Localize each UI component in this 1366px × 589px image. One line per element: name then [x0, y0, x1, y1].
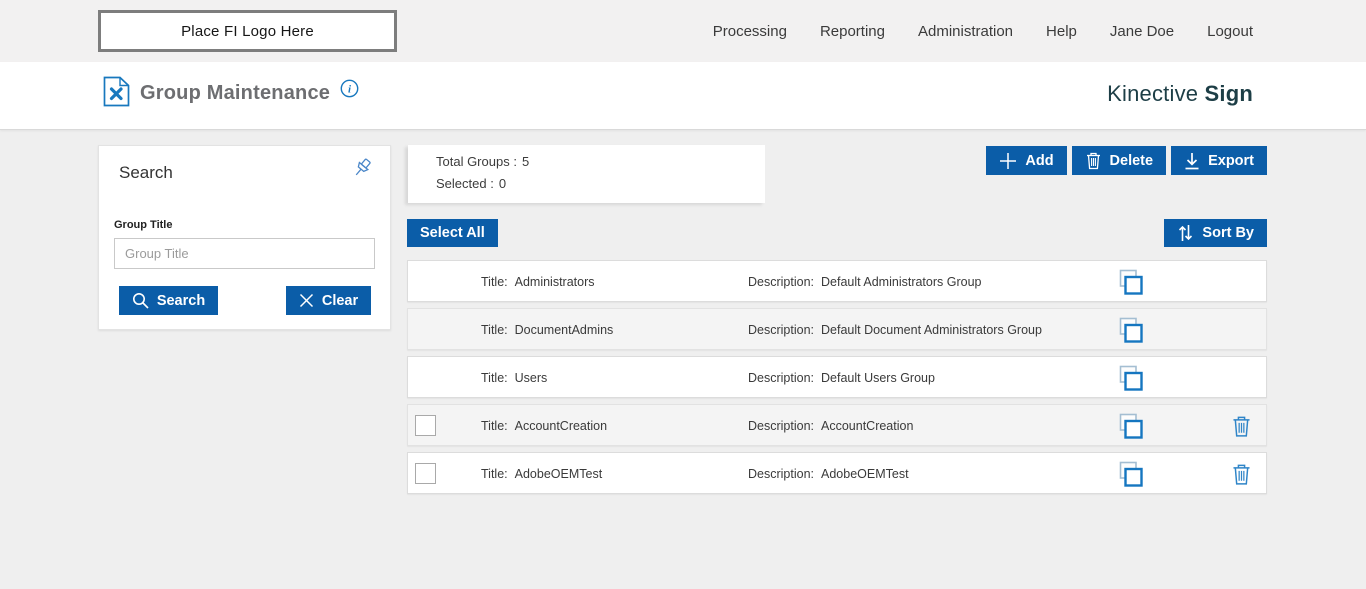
- select-all-button[interactable]: Select All: [407, 219, 498, 247]
- search-button[interactable]: Search: [119, 286, 218, 315]
- nav-item-logout[interactable]: Logout: [1207, 22, 1253, 40]
- copy-icon[interactable]: [1119, 365, 1144, 397]
- group-row: Title: AccountCreation Description: Accoun…: [407, 404, 1267, 446]
- description-label: Description:: [748, 419, 814, 433]
- copy-icon[interactable]: [1119, 413, 1144, 445]
- group-maintenance-icon: [103, 76, 130, 112]
- nav-item-processing[interactable]: Processing: [712, 22, 787, 40]
- sort-icon: [1179, 225, 1193, 241]
- page-title: Group Maintenance: [140, 82, 331, 104]
- row-description: Description: Default Administrators Group: [748, 275, 982, 289]
- group-list: Title: Administrators Description: Default…: [407, 260, 1267, 500]
- row-description: Description: AccountCreation: [748, 419, 914, 433]
- brand-logo: Kinective Sign: [1107, 81, 1253, 106]
- row-trash-icon[interactable]: [1231, 462, 1252, 491]
- export-button[interactable]: Export: [1171, 146, 1267, 175]
- search-heading: Search: [119, 163, 173, 182]
- row-checkbox[interactable]: [415, 463, 436, 484]
- row-title: Title: AdobeOEMTest: [481, 467, 603, 481]
- copy-icon[interactable]: [1119, 461, 1144, 493]
- row-title: Title: DocumentAdmins: [481, 323, 614, 337]
- plus-icon: [1000, 152, 1017, 169]
- pin-icon[interactable]: [350, 156, 374, 185]
- nav-item-reporting[interactable]: Reporting: [819, 22, 885, 40]
- title-label: Title:: [481, 467, 508, 481]
- selected-value: 0: [498, 176, 507, 191]
- sort-by-button[interactable]: Sort By: [1164, 219, 1267, 247]
- top-nav: Processing Reporting Administration Help Jan…: [713, 0, 1253, 62]
- nav-item-jane-doe[interactable]: Jane Doe: [1109, 22, 1175, 40]
- search-panel: Search Group Title Search Clear: [98, 145, 391, 330]
- row-description: Description: Default Users Group: [748, 371, 935, 385]
- top-bar: Place FI Logo Here Processing Reporting Ad…: [0, 0, 1366, 62]
- fi-logo-placeholder: Place FI Logo Here: [98, 10, 397, 52]
- group-row: Title: Users Description: Default Users Gr…: [407, 356, 1267, 398]
- description-label: Description:: [748, 371, 814, 385]
- copy-icon[interactable]: [1119, 317, 1144, 349]
- group-row: Title: AdobeOEMTest Description: AdobeOEMT…: [407, 452, 1267, 494]
- info-icon[interactable]: i: [340, 79, 359, 103]
- delete-button[interactable]: Delete: [1071, 146, 1167, 175]
- actions-toolbar: Add Delete Export: [986, 146, 1267, 175]
- title-label: Title:: [481, 323, 508, 337]
- row-title: Title: AccountCreation: [481, 419, 608, 433]
- selected-label: Selected :: [436, 176, 494, 191]
- groups-summary: Total Groups : 5 Selected : 0: [408, 145, 765, 203]
- nav-item-administration[interactable]: Administration: [917, 22, 1014, 40]
- row-description: Description: AdobeOEMTest: [748, 467, 909, 481]
- copy-icon[interactable]: [1119, 269, 1144, 301]
- clear-button[interactable]: Clear: [286, 286, 371, 315]
- row-checkbox[interactable]: [415, 415, 436, 436]
- download-icon: [1185, 152, 1199, 169]
- title-label: Title:: [481, 371, 508, 385]
- description-label: Description:: [748, 467, 814, 481]
- group-row: Title: DocumentAdmins Description: Default…: [407, 308, 1267, 350]
- add-button[interactable]: Add: [986, 146, 1067, 175]
- row-description: Description: Default Document Administrat…: [748, 323, 1042, 337]
- svg-text:i: i: [348, 84, 352, 96]
- search-icon: [132, 293, 149, 309]
- trash-icon: [1086, 152, 1100, 170]
- nav-item-help[interactable]: Help: [1046, 22, 1077, 40]
- total-groups-label: Total Groups :: [436, 154, 517, 169]
- row-trash-icon[interactable]: [1231, 414, 1252, 443]
- description-label: Description:: [748, 275, 814, 289]
- group-row: Title: Administrators Description: Default…: [407, 260, 1267, 302]
- page-header: Group Maintenance i Kinective Sign: [0, 62, 1366, 130]
- close-icon: [299, 293, 313, 308]
- title-label: Title:: [481, 275, 508, 289]
- row-title: Title: Administrators: [481, 275, 595, 289]
- title-label: Title:: [481, 419, 508, 433]
- description-label: Description:: [748, 323, 814, 337]
- group-title-label: Group Title: [114, 219, 173, 231]
- row-title: Title: Users: [481, 371, 548, 385]
- group-title-input[interactable]: [114, 238, 375, 269]
- total-groups-value: 5: [521, 154, 530, 169]
